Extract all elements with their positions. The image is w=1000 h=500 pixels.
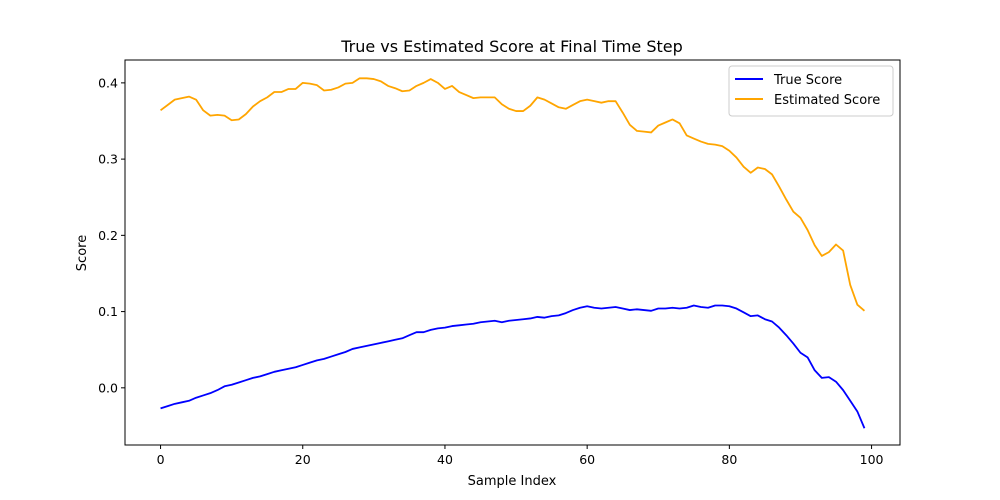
- y-axis-ticks: 0.0 0.1 0.2 0.3 0.4: [98, 75, 125, 395]
- legend-label-true-score: True Score: [773, 73, 842, 88]
- legend-label-estimated-score: Estimated Score: [774, 93, 880, 108]
- y-tick-label: 0.1: [98, 304, 118, 319]
- y-tick-label: 0.0: [98, 380, 118, 395]
- x-tick-label: 40: [437, 452, 453, 467]
- y-tick-label: 0.3: [98, 152, 118, 167]
- x-tick-label: 0: [157, 452, 165, 467]
- chart-title: True vs Estimated Score at Final Time St…: [340, 37, 683, 56]
- x-tick-label: 60: [579, 452, 595, 467]
- x-axis-label: Sample Index: [468, 474, 557, 489]
- y-tick-label: 0.4: [98, 75, 118, 90]
- legend-box: [728, 65, 894, 117]
- x-tick-label: 100: [860, 452, 884, 467]
- series-line-estimated-score: [160, 77, 866, 312]
- x-axis-ticks: 0 20 40 60 80 100: [157, 445, 884, 467]
- y-axis-label: Score: [75, 235, 90, 271]
- legend: True Score Estimated Score: [728, 65, 894, 117]
- series-line-true-score: [160, 304, 866, 429]
- x-tick-label: 80: [721, 452, 737, 467]
- y-tick-label: 0.2: [98, 228, 118, 243]
- plot-area: [160, 77, 866, 429]
- x-tick-label: 20: [295, 452, 311, 467]
- axes-frame: [124, 59, 901, 446]
